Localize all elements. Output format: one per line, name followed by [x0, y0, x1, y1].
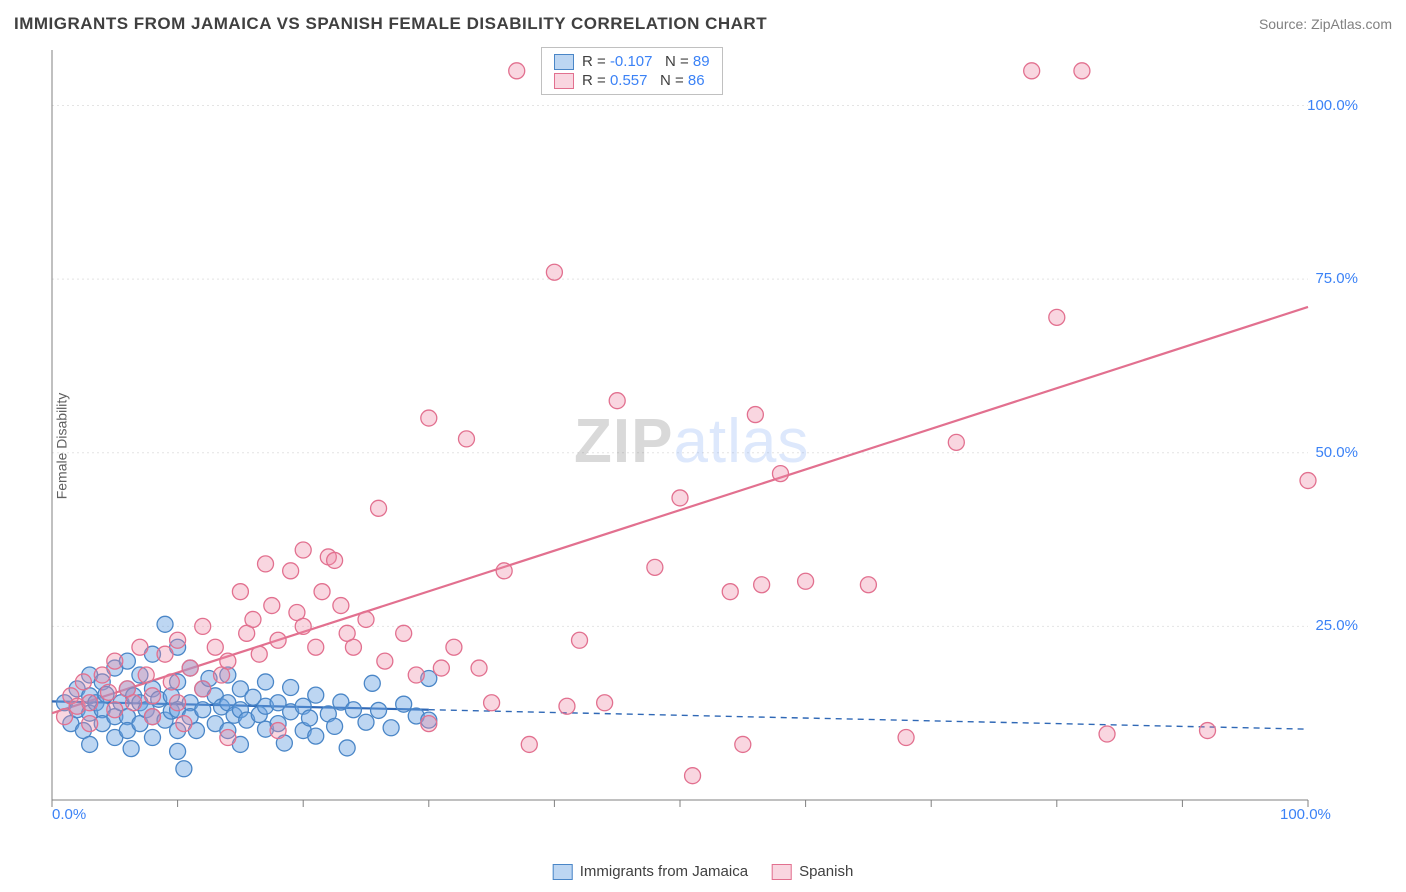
y-tick-label: 75.0%	[1315, 270, 1358, 287]
y-tick-label: 25.0%	[1315, 617, 1358, 634]
scatter-plot: ZIPatlas R = -0.107 N = 89R = 0.557 N = …	[44, 44, 1360, 824]
correlation-row-spanish: R = 0.557 N = 86	[542, 71, 722, 90]
legend-label-jamaica: Immigrants from Jamaica	[580, 863, 748, 880]
x-tick-label: 0.0%	[52, 806, 86, 823]
correlation-text-spanish: R = 0.557 N = 86	[582, 72, 705, 89]
legend-item-jamaica: Immigrants from Jamaica	[553, 863, 748, 880]
legend-swatch-spanish	[554, 73, 574, 89]
x-tick-label: 100.0%	[1280, 806, 1331, 823]
source-attribution: Source: ZipAtlas.com	[1259, 16, 1392, 32]
y-tick-label: 100.0%	[1307, 97, 1358, 114]
correlation-text-jamaica: R = -0.107 N = 89	[582, 53, 710, 70]
legend-item-spanish: Spanish	[772, 863, 853, 880]
y-tick-label: 50.0%	[1315, 444, 1358, 461]
legend-swatch-jamaica	[553, 864, 573, 880]
plot-svg	[44, 44, 1360, 824]
legend-swatch-spanish	[772, 864, 792, 880]
legend-label-spanish: Spanish	[799, 863, 853, 880]
chart-title: IMMIGRANTS FROM JAMAICA VS SPANISH FEMAL…	[14, 14, 767, 34]
legend-swatch-jamaica	[554, 54, 574, 70]
correlation-row-jamaica: R = -0.107 N = 89	[542, 52, 722, 71]
series-legend: Immigrants from Jamaica Spanish	[553, 863, 854, 880]
correlation-legend: R = -0.107 N = 89 R = 0.557 N = 86	[541, 47, 723, 95]
